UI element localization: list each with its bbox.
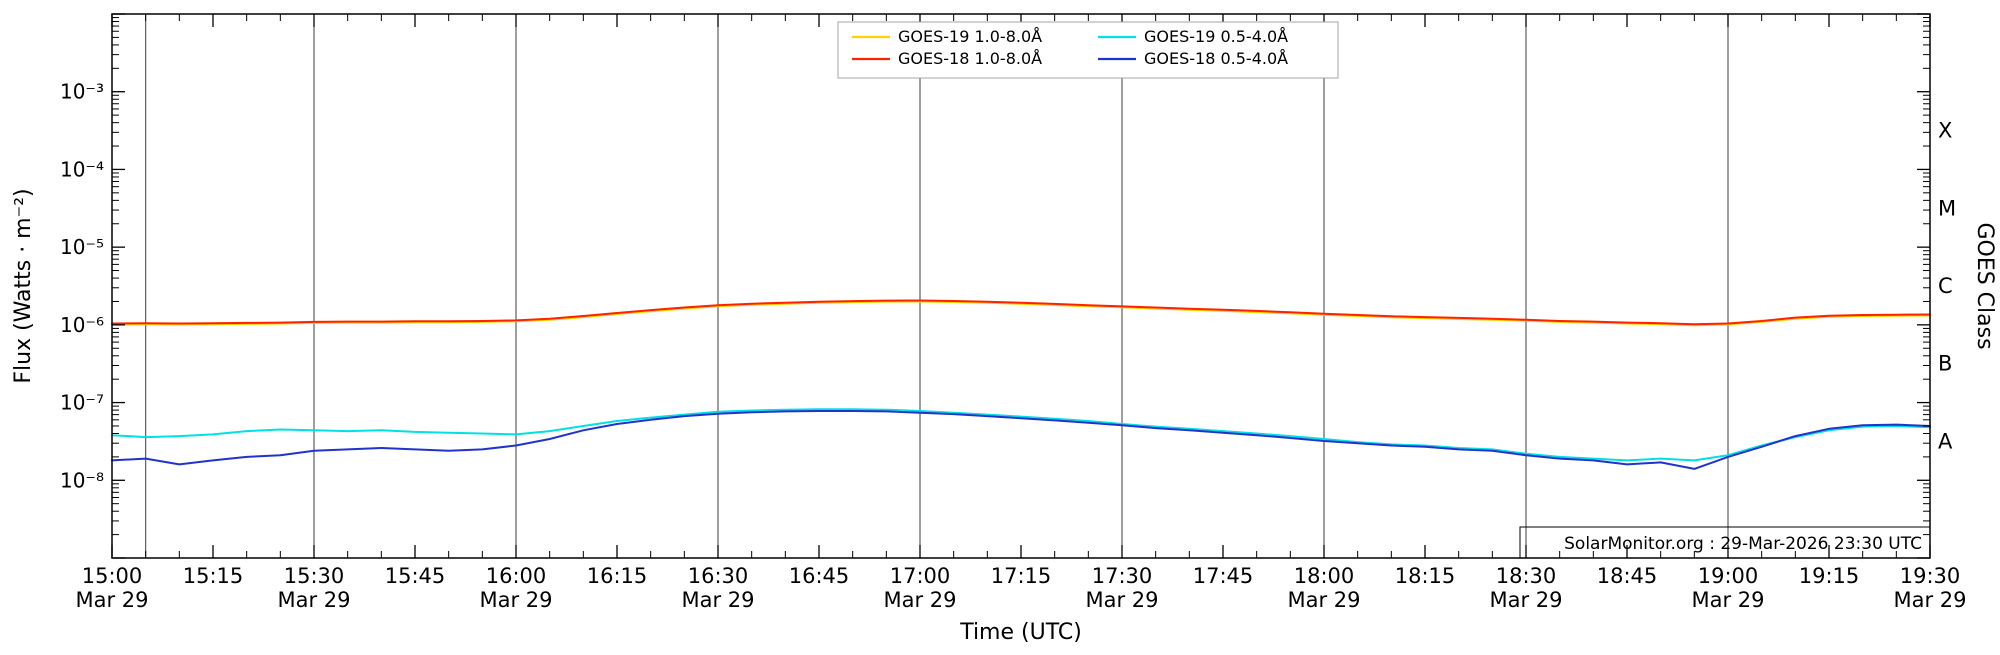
time-gridlines bbox=[145, 14, 1729, 558]
goes-class-labels: X M C B A bbox=[1938, 119, 1956, 454]
x-tick-date-label: Mar 29 bbox=[681, 588, 754, 612]
annotation-box bbox=[1519, 526, 1931, 559]
goes-class-label-A: A bbox=[1938, 429, 1953, 453]
x-tick-time-label: 16:45 bbox=[789, 564, 850, 588]
x-tick-date-label: Mar 29 bbox=[479, 588, 552, 612]
series-line-1 bbox=[111, 299, 1931, 326]
x-tick-time-label: 17:45 bbox=[1193, 564, 1254, 588]
source-annotation: SolarMonitor.org : 29-Mar-2026 23:30 UTC bbox=[1519, 526, 1931, 559]
y-tick-label: 10⁻⁸ bbox=[60, 468, 104, 492]
series-line-3 bbox=[111, 410, 1931, 470]
goes-class-label-C: C bbox=[1938, 274, 1953, 298]
x-tick-time-label: 18:30 bbox=[1496, 564, 1557, 588]
goes-class-label-M: M bbox=[1938, 196, 1956, 220]
y-tick-label: 10⁻⁶ bbox=[60, 313, 104, 337]
y-tick-label: 10⁻⁴ bbox=[60, 157, 104, 181]
legend-label-0: GOES-19 1.0-8.0Å bbox=[898, 27, 1042, 46]
goes-class-label-X: X bbox=[1938, 119, 1952, 143]
x-tick-time-label: 17:00 bbox=[890, 564, 951, 588]
x-tick-time-label: 15:30 bbox=[284, 564, 345, 588]
right-axis-title: GOES Class bbox=[1972, 222, 1997, 349]
x-tick-date-label: Mar 29 bbox=[1489, 588, 1562, 612]
y-axis-title: Flux (Watts · m⁻²) bbox=[11, 188, 36, 383]
x-tick-date-label: Mar 29 bbox=[1893, 588, 1966, 612]
x-tick-date-label: Mar 29 bbox=[883, 588, 956, 612]
x-tick-date-label: Mar 29 bbox=[277, 588, 350, 612]
x-tick-time-label: 15:15 bbox=[183, 564, 244, 588]
legend-label-3: GOES-18 0.5-4.0Å bbox=[1144, 49, 1288, 68]
y-tick-label: 10⁻⁵ bbox=[60, 235, 104, 259]
y-tick-label: 10⁻⁷ bbox=[60, 391, 104, 415]
x-tick-date-label: Mar 29 bbox=[1691, 588, 1764, 612]
legend-box bbox=[837, 21, 1339, 79]
x-tick-time-label: 18:15 bbox=[1395, 564, 1456, 588]
x-tick-time-label: 16:00 bbox=[486, 564, 547, 588]
x-tick-time-label: 17:30 bbox=[1092, 564, 1153, 588]
x-tick-time-label: 17:15 bbox=[991, 564, 1052, 588]
legend-label-2: GOES-19 0.5-4.0Å bbox=[1144, 27, 1288, 46]
x-tick-date-label: Mar 29 bbox=[1287, 588, 1360, 612]
legend: GOES-19 1.0-8.0Å GOES-18 1.0-8.0Å GOES-19 … bbox=[837, 21, 1339, 79]
plot-border bbox=[111, 13, 1931, 559]
x-axis-title: Time (UTC) bbox=[959, 620, 1082, 645]
y-tick-label: 10⁻³ bbox=[60, 80, 104, 104]
series-line-2 bbox=[111, 408, 1931, 462]
x-tick-time-label: 19:15 bbox=[1799, 564, 1860, 588]
x-tick-date-label: Mar 29 bbox=[75, 588, 148, 612]
x-tick-time-label: 16:30 bbox=[688, 564, 749, 588]
annotation-text: SolarMonitor.org : 29-Mar-2026 23:30 UTC bbox=[1564, 534, 1922, 554]
x-tick-time-label: 18:45 bbox=[1597, 564, 1658, 588]
x-tick-time-label: 15:00 bbox=[82, 564, 143, 588]
x-tick-time-label: 19:00 bbox=[1698, 564, 1759, 588]
flux-series-lines bbox=[111, 299, 1931, 470]
legend-label-1: GOES-18 1.0-8.0Å bbox=[898, 49, 1042, 68]
x-tick-time-label: 15:45 bbox=[385, 564, 446, 588]
x-tick-time-label: 19:30 bbox=[1900, 564, 1961, 588]
axis-ticks bbox=[111, 13, 1931, 559]
x-tick-date-label: Mar 29 bbox=[1085, 588, 1158, 612]
x-tick-time-label: 18:00 bbox=[1294, 564, 1355, 588]
goes-class-label-B: B bbox=[1938, 352, 1952, 376]
x-tick-time-label: 16:15 bbox=[587, 564, 648, 588]
